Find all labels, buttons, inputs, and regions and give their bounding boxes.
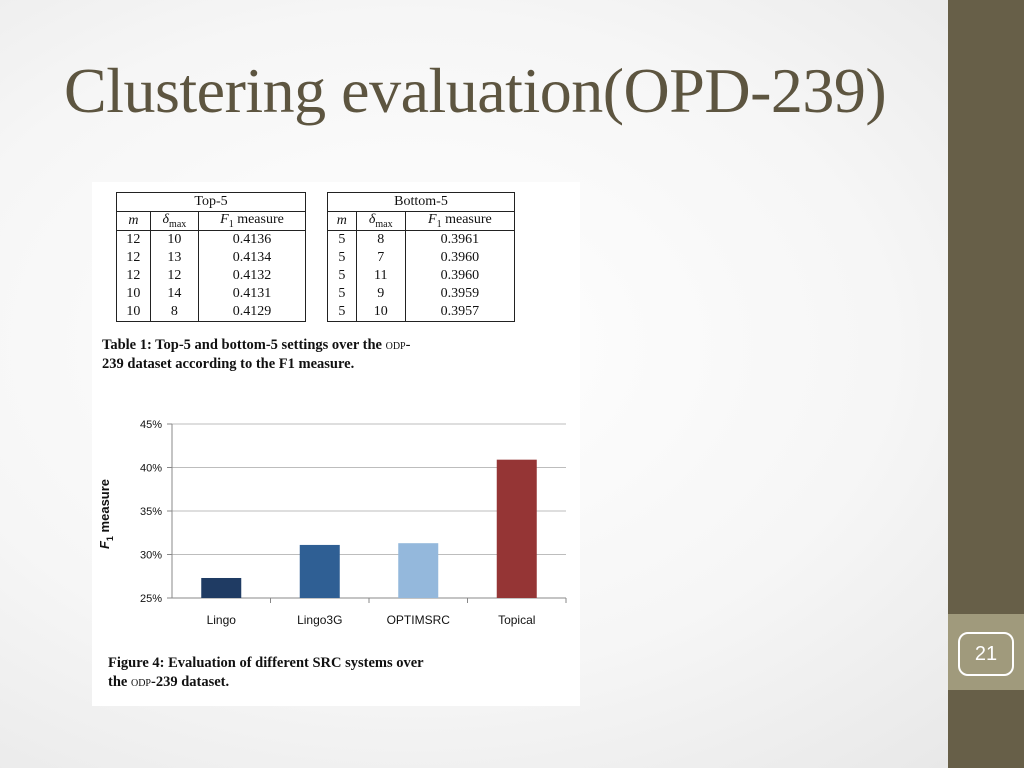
table-cell: 0.4136 xyxy=(197,230,307,249)
col-m: m xyxy=(116,211,151,231)
chart-y-axis-label: F1 measure xyxy=(97,478,115,550)
top-5-table: Top-5 m δmax F1 measure 12 10 0.4136 12 13 0.… xyxy=(116,192,307,322)
figure-caption: Figure 4: Evaluation of different SRC sy… xyxy=(108,655,424,690)
table-caption: Table 1: Top-5 and bottom-5 settings ove… xyxy=(102,337,411,372)
col-f1-measure: F1 measure xyxy=(404,211,516,231)
table-row: 5 7 0.3960 xyxy=(327,249,516,267)
table-cell: 10 xyxy=(116,303,151,322)
table-cell: 5 xyxy=(327,267,357,285)
table-cell: 5 xyxy=(327,303,357,322)
slide-title: Clustering evaluation(OPD-239) xyxy=(64,55,887,126)
table-cell: 8 xyxy=(355,230,406,249)
slide-number: 21 xyxy=(974,642,998,665)
table-row: 10 14 0.4131 xyxy=(116,285,307,303)
table-cell: 10 xyxy=(116,285,151,303)
bottom-5-table: Bottom-5 m δmax F1 measure 5 8 0.3961 5 7 0.3… xyxy=(327,192,516,322)
table-row: 5 11 0.3960 xyxy=(327,267,516,285)
table-cell: 12 xyxy=(116,230,151,249)
table-cell: 5 xyxy=(327,285,357,303)
table-cell: 5 xyxy=(327,249,357,267)
table-row: 12 10 0.4136 xyxy=(116,230,307,249)
table-cell: 5 xyxy=(327,230,357,249)
table-row: 12 12 0.4132 xyxy=(116,267,307,285)
col-m: m xyxy=(327,211,357,231)
table-cell: 10 xyxy=(149,230,199,249)
table-cell: 0.4131 xyxy=(197,285,307,303)
col-f1-measure: F1 measure xyxy=(197,211,307,231)
table-cell: 0.3960 xyxy=(404,249,516,267)
table-cell: 0.4132 xyxy=(197,267,307,285)
table-cell: 0.3957 xyxy=(404,303,516,322)
table-cell: 14 xyxy=(149,285,199,303)
slide-number-box xyxy=(948,614,1024,690)
table-row: 5 8 0.3961 xyxy=(327,230,516,249)
table-cell: 0.3960 xyxy=(404,267,516,285)
top-5-header: Top-5 xyxy=(116,192,306,212)
slide-number-frame xyxy=(958,632,1014,676)
table-cell: 12 xyxy=(149,267,199,285)
table-cell: 12 xyxy=(116,267,151,285)
table-cell: 0.3961 xyxy=(404,230,516,249)
table-cell: 0.4129 xyxy=(197,303,307,322)
table-cell: 11 xyxy=(355,267,406,285)
table-cell: 7 xyxy=(355,249,406,267)
table-cell: 9 xyxy=(355,285,406,303)
table-cell: 10 xyxy=(355,303,406,322)
col-delta-max: δmax xyxy=(355,211,406,231)
table-cell: 0.3959 xyxy=(404,285,516,303)
table-row: 5 10 0.3957 xyxy=(327,303,516,322)
bottom-5-header: Bottom-5 xyxy=(327,192,515,212)
table-cell: 8 xyxy=(149,303,199,322)
table-cell: 12 xyxy=(116,249,151,267)
col-delta-max: δmax xyxy=(149,211,199,231)
table-cell: 13 xyxy=(149,249,199,267)
table-cell: 0.4134 xyxy=(197,249,307,267)
table-row: 10 8 0.4129 xyxy=(116,303,307,322)
table-row: 5 9 0.3959 xyxy=(327,285,516,303)
table-row: 12 13 0.4134 xyxy=(116,249,307,267)
